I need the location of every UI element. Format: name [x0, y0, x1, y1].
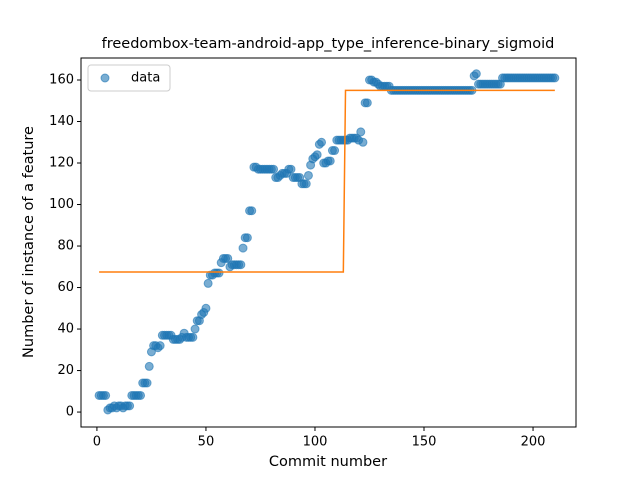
y-tick-label: 20 [57, 363, 74, 378]
y-tick-label: 160 [49, 72, 74, 87]
legend-marker [100, 73, 110, 83]
y-tick-label: 80 [57, 239, 74, 254]
scatter-point [190, 324, 200, 334]
scatter-point [356, 127, 366, 137]
scatter-point [136, 390, 146, 400]
fit-line [99, 89, 555, 273]
y-tick-label: 120 [49, 156, 74, 171]
scatter-point [325, 156, 335, 166]
legend-label: data [131, 71, 160, 86]
x-tick-label: 50 [198, 435, 215, 450]
scatter-point [201, 303, 211, 313]
x-tick-label: 0 [93, 435, 101, 450]
scatter-point [101, 390, 111, 400]
scatter-point [144, 361, 154, 371]
y-tick-label: 40 [57, 322, 74, 337]
scatter-point [286, 164, 296, 174]
scatter-point [269, 164, 279, 174]
scatter-point [312, 150, 322, 160]
scatter-point [550, 73, 560, 83]
x-tick-label: 100 [303, 435, 328, 450]
y-tick-label: 100 [49, 197, 74, 212]
scatter-point [301, 179, 311, 189]
y-tick-label: 60 [57, 280, 74, 295]
x-tick-label: 200 [521, 435, 546, 450]
scatter-point [238, 243, 248, 253]
y-tick-label: 140 [49, 114, 74, 129]
scatter-point [317, 137, 327, 147]
scatter-point [223, 253, 233, 263]
x-tick-label: 150 [412, 435, 437, 450]
plot-frame [80, 57, 577, 428]
scatter-point [247, 206, 257, 216]
scatter-point [203, 278, 213, 288]
legend-box [87, 64, 171, 92]
scatter-point [214, 268, 224, 278]
scatter-point [188, 332, 198, 342]
scatter-point [142, 378, 152, 388]
scatter-point [125, 401, 135, 411]
scatter-point [155, 341, 165, 351]
scatter-point [242, 233, 252, 243]
y-tick-label: 0 [66, 405, 74, 420]
scatter-point [303, 170, 313, 180]
y-axis-label: Number of instance of a feature [21, 126, 37, 358]
scatter-point [471, 69, 481, 79]
x-axis-label: Commit number [269, 454, 387, 470]
chart-title: freedombox-team-android-app_type_inferen… [102, 36, 555, 52]
scatter-point [358, 137, 368, 147]
scatter-point [330, 146, 340, 156]
scatter-point [236, 260, 246, 270]
scatter-point [362, 98, 372, 108]
